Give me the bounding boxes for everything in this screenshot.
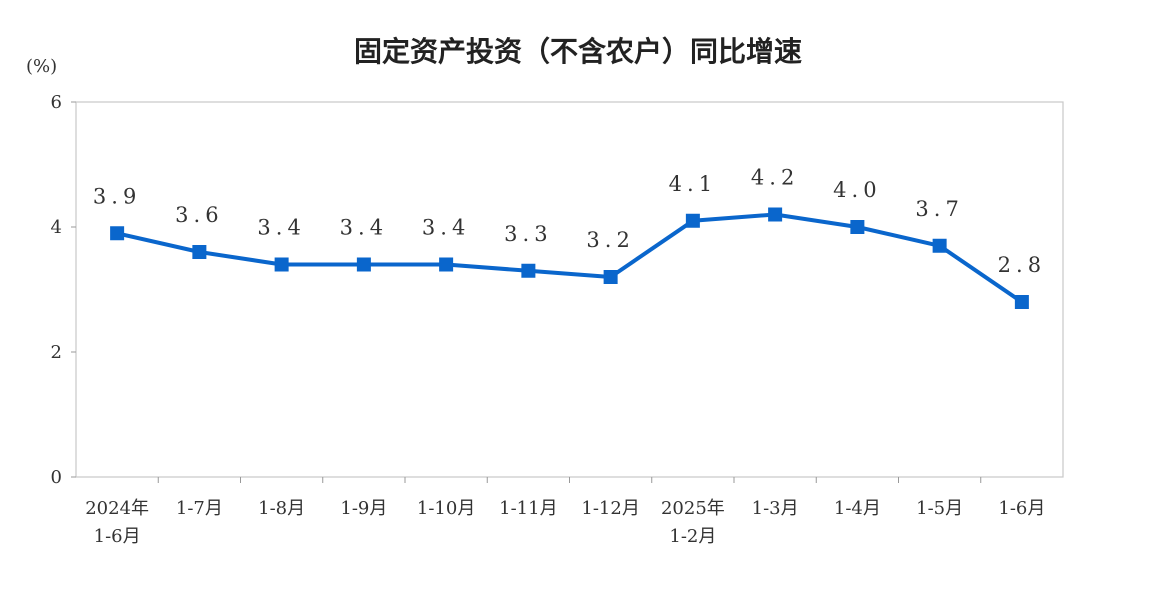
x-tick-label: 2024年 1-6月: [85, 498, 149, 547]
y-tick-label: 4: [51, 217, 62, 238]
x-tick-label: 1-5月: [916, 498, 963, 519]
data-point: [521, 263, 536, 278]
y-tick-label: 6: [51, 92, 62, 113]
data-point: [110, 226, 125, 241]
data-point: [850, 220, 865, 234]
data-label: 3.4: [340, 216, 388, 240]
y-tick-label: 2: [51, 342, 62, 363]
x-tick-label: 1-3月: [752, 498, 799, 519]
plot-frame: [75, 101, 1064, 478]
data-point: [603, 270, 618, 284]
x-tick-label: 2025年 1-2月: [661, 498, 725, 547]
data-label: 3.2: [586, 228, 634, 252]
data-point: [1014, 295, 1029, 309]
data-label: 3.3: [504, 222, 552, 246]
data-point: [356, 257, 371, 272]
data-label: 4.0: [833, 178, 881, 202]
x-tick-label: 1-11月: [499, 498, 557, 519]
x-tick-label: 1-9月: [340, 498, 387, 519]
x-tick-label: 1-8月: [258, 498, 305, 519]
data-point: [685, 213, 700, 228]
series-line: [116, 212, 1024, 304]
data-label: 3.6: [175, 203, 223, 227]
x-tick-label: 1-12月: [581, 498, 639, 519]
data-label: 2.8: [998, 253, 1046, 277]
data-point: [439, 257, 454, 272]
data-point: [192, 245, 207, 259]
data-label: 3.4: [422, 216, 470, 240]
data-label: 3.9: [93, 184, 141, 208]
data-point: [932, 238, 947, 253]
data-label: 4.2: [751, 166, 799, 190]
x-tick-label: 1-7月: [176, 498, 223, 519]
data-point: [768, 207, 783, 222]
data-label: 4.1: [669, 172, 717, 196]
data-point: [274, 257, 289, 272]
y-axis-unit: (%): [26, 56, 58, 77]
y-tick-label: 0: [51, 467, 62, 488]
x-tick-label: 1-6月: [998, 498, 1045, 519]
data-label: 3.7: [915, 197, 963, 221]
x-tick-label: 1-4月: [834, 498, 881, 519]
chart-title: 固定资产投资（不含农户）同比增速: [353, 35, 802, 68]
x-tick-label: 1-10月: [417, 498, 475, 519]
data-label: 3.4: [257, 216, 305, 240]
